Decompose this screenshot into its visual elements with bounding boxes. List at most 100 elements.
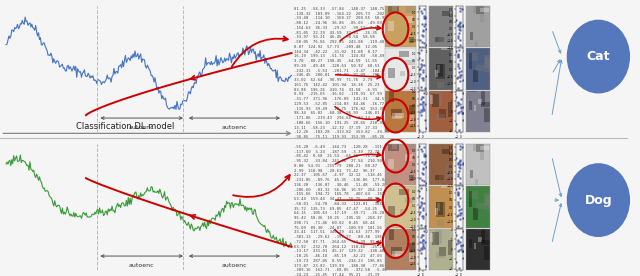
Bar — [410, 105, 415, 114]
Bar — [436, 202, 445, 217]
Bar — [391, 172, 401, 182]
Point — [458, 228, 468, 233]
Point — [417, 160, 427, 164]
Point — [420, 74, 431, 78]
Bar — [388, 21, 394, 31]
Bar — [396, 113, 404, 118]
Bar — [470, 170, 472, 178]
Point — [418, 68, 428, 72]
Point — [455, 147, 465, 151]
Point — [455, 73, 465, 77]
Point — [457, 145, 467, 149]
Bar — [478, 196, 485, 201]
Point — [417, 107, 428, 112]
Bar — [473, 70, 478, 82]
Point — [452, 200, 463, 204]
Point — [451, 49, 461, 53]
Point — [454, 102, 465, 106]
Point — [456, 97, 466, 101]
Bar — [480, 8, 490, 12]
Bar — [416, 237, 426, 243]
Point — [458, 78, 468, 83]
Point — [456, 244, 466, 248]
Point — [419, 7, 429, 11]
Bar — [489, 197, 495, 213]
Bar — [473, 1, 482, 13]
Point — [414, 128, 424, 132]
Point — [452, 212, 463, 217]
Bar — [431, 117, 439, 128]
Bar — [481, 161, 486, 168]
Bar — [469, 101, 472, 110]
Point — [417, 245, 428, 250]
Bar — [399, 51, 409, 57]
Point — [414, 266, 424, 270]
Point — [415, 102, 425, 107]
Point — [415, 72, 425, 76]
Bar — [451, 50, 457, 60]
Bar — [399, 189, 409, 195]
Point — [454, 240, 465, 244]
Point — [451, 242, 461, 246]
Point — [454, 27, 465, 31]
Point — [418, 238, 428, 242]
Bar — [405, 60, 415, 65]
Point — [418, 29, 428, 34]
Point — [419, 90, 429, 95]
Point — [415, 147, 426, 151]
Point — [420, 22, 431, 26]
Bar — [478, 58, 485, 63]
Point — [420, 153, 430, 158]
Bar — [468, 244, 472, 254]
Text: autoenc: autoenc — [221, 263, 247, 268]
Point — [415, 48, 426, 52]
Bar — [482, 135, 491, 149]
Bar — [489, 59, 495, 75]
Point — [457, 7, 467, 11]
Bar — [434, 14, 437, 29]
Bar — [436, 64, 445, 79]
Bar — [476, 65, 485, 71]
Bar — [388, 0, 399, 13]
Bar — [479, 5, 484, 22]
Bar — [392, 134, 397, 149]
Point — [455, 27, 465, 32]
Bar — [484, 57, 491, 72]
Point — [452, 162, 463, 167]
Point — [458, 105, 468, 110]
Point — [453, 52, 463, 57]
Point — [415, 205, 426, 209]
Bar — [439, 29, 446, 43]
Bar — [481, 227, 485, 243]
Point — [451, 122, 461, 127]
Bar — [442, 149, 450, 154]
Bar — [431, 255, 439, 266]
Bar — [474, 243, 476, 249]
Point — [414, 189, 424, 193]
Point — [458, 256, 468, 260]
Bar — [415, 3, 420, 8]
Point — [451, 104, 461, 108]
Bar — [436, 64, 444, 77]
Point — [416, 235, 426, 239]
Bar — [432, 94, 439, 107]
Point — [454, 38, 465, 42]
Bar — [442, 11, 450, 16]
Bar — [436, 65, 440, 73]
Bar — [416, 99, 426, 105]
Point — [418, 206, 428, 210]
Point — [415, 247, 426, 252]
Point — [419, 16, 429, 20]
Point — [419, 86, 429, 90]
Point — [417, 76, 428, 80]
Bar — [478, 237, 482, 242]
Point — [414, 73, 424, 78]
Point — [416, 200, 426, 204]
Point — [453, 161, 463, 165]
Point — [455, 43, 465, 48]
Bar — [484, 55, 493, 68]
Point — [458, 23, 468, 27]
Point — [419, 246, 429, 251]
Point — [415, 176, 426, 181]
Point — [415, 38, 426, 43]
